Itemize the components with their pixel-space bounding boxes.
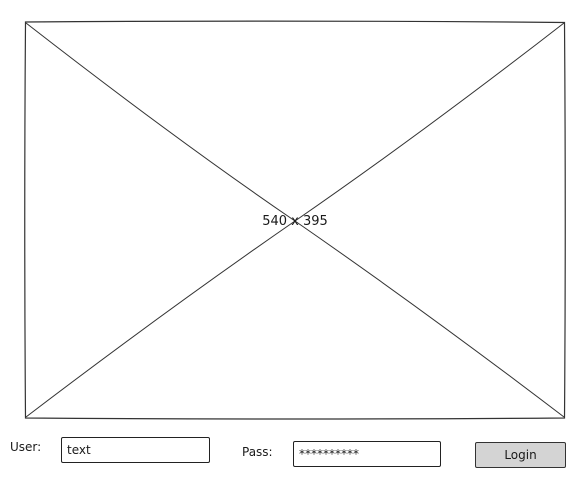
image-placeholder-caption: 540 x 395 (262, 214, 328, 229)
user-label: User: (10, 440, 42, 454)
image-placeholder-frame (24, 20, 566, 420)
image-placeholder: 540 x 395 (24, 20, 566, 420)
login-button[interactable]: Login (475, 442, 566, 468)
user-field[interactable] (61, 437, 210, 463)
password-field[interactable] (293, 441, 441, 467)
pass-label: Pass: (242, 445, 273, 459)
